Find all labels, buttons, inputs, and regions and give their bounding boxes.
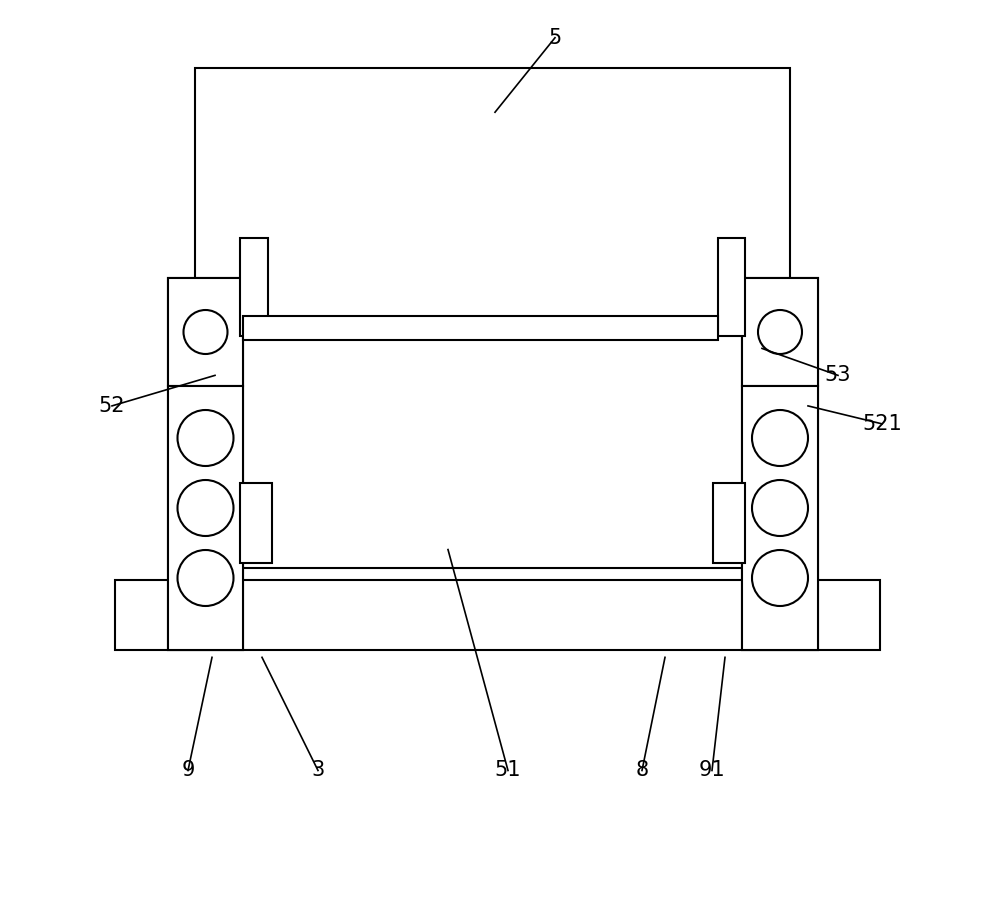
Circle shape: [758, 310, 802, 354]
Bar: [168, 278, 243, 386]
Text: 5: 5: [548, 28, 562, 48]
Bar: [240, 238, 268, 336]
Bar: [195, 68, 790, 568]
Text: 91: 91: [699, 761, 725, 780]
Text: 52: 52: [99, 396, 125, 416]
Bar: [718, 238, 745, 336]
Text: 51: 51: [495, 761, 521, 780]
Circle shape: [752, 550, 808, 606]
Text: 53: 53: [825, 365, 851, 385]
Circle shape: [178, 410, 234, 466]
Bar: [742, 278, 818, 386]
Bar: [168, 386, 243, 650]
Circle shape: [178, 550, 234, 606]
Circle shape: [184, 310, 228, 354]
Circle shape: [178, 480, 234, 536]
Bar: [713, 483, 745, 563]
Bar: [742, 386, 818, 650]
Bar: [168, 278, 243, 650]
Text: 3: 3: [311, 761, 325, 780]
Bar: [243, 316, 718, 340]
Bar: [115, 580, 880, 650]
Bar: [742, 278, 818, 650]
Circle shape: [752, 410, 808, 466]
Text: 8: 8: [635, 761, 649, 780]
Bar: [240, 483, 272, 563]
Text: 521: 521: [862, 414, 902, 434]
Text: 9: 9: [181, 761, 195, 780]
Circle shape: [752, 480, 808, 536]
